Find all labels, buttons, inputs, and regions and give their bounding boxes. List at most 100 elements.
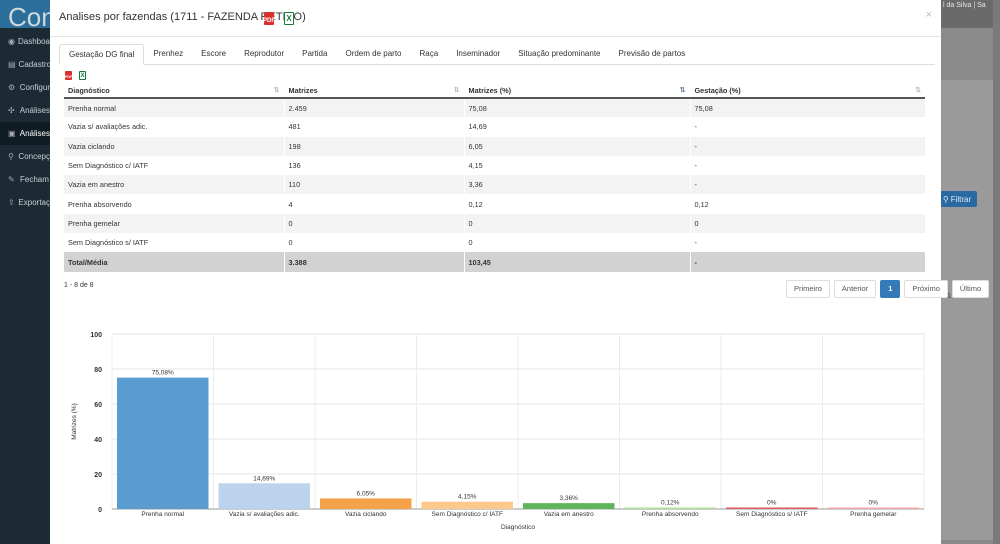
filter-button[interactable]: ⚲ Filtrar <box>937 191 977 207</box>
tab-9[interactable]: Previsão de partos <box>618 49 686 58</box>
exportacao-icon: ⇪ <box>8 198 15 207</box>
y-axis-title: Matrizes (%) <box>71 403 78 439</box>
page-button-0[interactable]: Primeiro <box>786 280 830 298</box>
tab-1[interactable]: Prenhez <box>153 49 184 58</box>
column-header-3[interactable]: Gestação (%) ⇅ <box>689 84 925 99</box>
sort-icon[interactable]: ⇅ <box>273 87 280 94</box>
table-pdf-export-icon[interactable]: PDF <box>65 71 73 80</box>
bar[interactable] <box>624 507 717 510</box>
tab-7[interactable]: Inseminador <box>456 49 501 58</box>
x-tick-label: Vazia s/ avaliações adic. <box>229 511 300 518</box>
background-topbar: l da Silva | Sa <box>941 0 1000 28</box>
tab-0[interactable]: Gestação DG final <box>59 44 145 65</box>
bar[interactable] <box>320 498 412 509</box>
nav-item-2[interactable]: ⚙ Configur <box>0 76 50 99</box>
concepcao-icon: ⚲ <box>8 152 14 161</box>
tab-4[interactable]: Partida <box>302 49 328 58</box>
page-scrollbar[interactable] <box>993 0 1000 544</box>
table-row: Sem Diagnóstico s/ IATF 0 0- <box>64 233 925 253</box>
table-cell: - <box>689 175 925 195</box>
table-cell: 0 <box>689 213 925 234</box>
column-header-label: Diagnóstico <box>68 86 110 95</box>
pdf-export-icon[interactable]: PDF <box>263 12 275 25</box>
total-cell: Total/Média <box>64 252 284 272</box>
tab-6[interactable]: Raça <box>419 49 439 58</box>
column-header-1[interactable]: Matrizes ⇅ <box>283 84 464 99</box>
tab-8[interactable]: Situação predominante <box>518 49 601 58</box>
y-tick-label: 60 <box>94 402 102 409</box>
nav-item-label: Análises <box>19 129 50 138</box>
diagnosis-table: Diagnóstico ⇅ Matrizes ⇅ Matrizes (%) ⇅ Gestaç… <box>64 84 925 272</box>
table-cell: 0 <box>283 213 464 234</box>
sort-icon[interactable]: ⇅ <box>679 87 686 94</box>
sort-icon[interactable]: ⇅ <box>453 87 460 94</box>
nav-item-4[interactable]: ▣ Análises <box>0 122 50 145</box>
chart-svg: 0 20 40 60 80 100 75,08% Prenha normal 14,69% Vaz… <box>71 332 925 531</box>
table-cell: 4,15 <box>463 155 690 176</box>
table-row: Sem Diagnóstico c/ IATF 136 4,15- <box>64 155 925 176</box>
nav-item-3[interactable]: ✣ Análises <box>0 99 50 122</box>
fechamento-icon: ✎ <box>8 175 15 184</box>
filter-button-label: Filtrar <box>950 194 972 204</box>
nav-item-1[interactable]: ▤ Cadastro <box>0 53 50 76</box>
bar[interactable] <box>523 503 615 509</box>
bar-data-label: 14,69% <box>253 475 275 482</box>
page-button-2[interactable]: 1 <box>880 280 901 298</box>
bar[interactable] <box>117 377 209 509</box>
table-excel-export-icon[interactable]: X <box>79 71 86 80</box>
table-row: Vazia s/ avaliações adic. 481 14,69- <box>64 117 925 137</box>
background-panel <box>941 80 993 540</box>
bar-data-label: 0,12% <box>661 500 680 507</box>
table-cell: - <box>689 155 925 176</box>
excel-export-icon[interactable]: X <box>284 12 294 25</box>
bar-data-label: 75,08% <box>152 370 174 377</box>
table-cell: 0 <box>463 233 690 253</box>
app-logo: Con <box>8 2 56 32</box>
table-cell: 0 <box>463 213 690 234</box>
bar[interactable] <box>827 507 920 510</box>
nav-item-label: Cadastro <box>18 60 50 69</box>
background-logo-bar <box>0 0 50 28</box>
nav-item-6[interactable]: ✎ Fecham <box>0 168 50 191</box>
bar-data-label: 3,36% <box>560 495 579 502</box>
bar-data-label: 0% <box>869 500 879 507</box>
nav-item-0[interactable]: ◉ Dashboa <box>0 30 50 53</box>
table-row: Vazia ciclando 198 6,05- <box>64 136 925 156</box>
close-icon[interactable]: × <box>925 9 932 21</box>
column-header-0[interactable]: Diagnóstico ⇅ <box>64 84 284 99</box>
x-tick-label: Sem Diagnóstico s/ IATF <box>736 511 807 518</box>
column-header-2[interactable]: Matrizes (%) ⇅ <box>463 84 690 99</box>
table-cell: 198 <box>283 136 464 156</box>
y-tick-label: 40 <box>94 437 102 444</box>
modal-header: Analises por fazendas (1711 - FAZENDA RE… <box>50 0 941 37</box>
x-tick-label: Prenha gemelar <box>850 511 897 518</box>
config-icon: ⚙ <box>8 83 16 92</box>
table-row: Prenha absorvendo 4 0,12 0,12 <box>64 194 925 214</box>
tab-2[interactable]: Escore <box>201 49 227 58</box>
tab-bar: Gestação DG final Prenhez Escore Reprodutor… <box>59 44 935 65</box>
page-button-1[interactable]: Anterior <box>833 280 877 298</box>
y-tick-label: 100 <box>90 332 102 339</box>
table-cell: 75,08 <box>463 98 690 118</box>
page-button-4[interactable]: Último <box>951 280 990 298</box>
nav-item-7[interactable]: ⇪ Exportaç <box>0 191 50 214</box>
background-sidebar: Con ◉ Dashboa ▤ Cadastro ⚙ Configur ✣ Análises ▣… <box>0 0 56 544</box>
tab-3[interactable]: Reprodutor <box>244 49 285 58</box>
total-cell: - <box>689 252 925 272</box>
sort-icon[interactable]: ⇅ <box>915 87 921 94</box>
bar[interactable] <box>726 507 818 510</box>
page-button-3[interactable]: Próximo <box>904 280 948 298</box>
modal-title: Analises por fazendas (1711 - FAZENDA RE… <box>59 11 306 23</box>
bar[interactable] <box>421 501 514 509</box>
table-cell: Vazia ciclando <box>64 136 284 156</box>
tab-5[interactable]: Ordem de parto <box>345 49 402 58</box>
cadastros-icon: ▤ <box>8 60 16 69</box>
x-tick-label: Prenha absorvendo <box>642 511 699 518</box>
nav-item-5[interactable]: ⚲ Concepç <box>0 145 50 168</box>
bar[interactable] <box>218 483 311 509</box>
nav-item-label: Análises <box>19 106 50 115</box>
x-tick-label: Vazia ciclando <box>345 511 387 518</box>
table-cell: 2.459 <box>283 98 464 118</box>
dashboard-icon: ◉ <box>8 37 15 46</box>
search-icon: ⚲ <box>942 194 949 204</box>
